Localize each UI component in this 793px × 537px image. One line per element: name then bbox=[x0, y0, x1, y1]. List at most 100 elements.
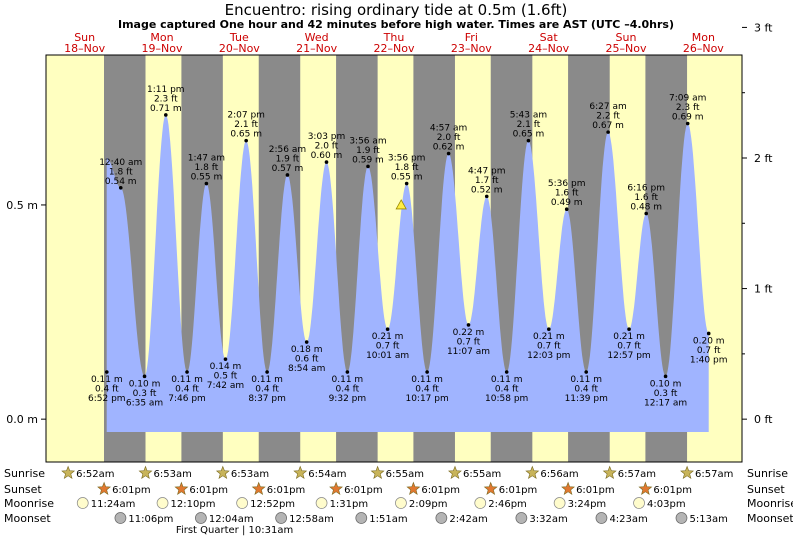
right-axis-tick-label: 2 ft bbox=[754, 152, 773, 165]
high-tide-dot bbox=[564, 207, 569, 212]
low-tide-dot bbox=[345, 370, 350, 374]
tide-extreme-label: 0.21 m bbox=[533, 332, 565, 342]
sunrise-icon bbox=[448, 465, 462, 479]
tide-extreme-label: 0.4 ft bbox=[574, 385, 598, 395]
sunrise-icon bbox=[602, 465, 617, 479]
high-tide-dot bbox=[285, 173, 290, 177]
tide-extreme-label: 0.11 m bbox=[411, 375, 443, 385]
tide-extreme-label: 0.7 ft bbox=[376, 342, 400, 352]
tide-extreme-label: 11:39 pm bbox=[565, 394, 608, 404]
tide-extreme-label: 0.21 m bbox=[372, 332, 404, 342]
tide-extreme-label: 1.9 ft bbox=[276, 154, 300, 164]
low-tide-dot bbox=[105, 370, 109, 374]
tide-extreme-label: 12:03 pm bbox=[527, 351, 570, 361]
day-label-dow: Fri bbox=[465, 31, 478, 44]
tide-extreme-label: 0.10 m bbox=[129, 379, 161, 389]
sunrise-icon bbox=[525, 465, 540, 479]
tide-extreme-label: 0.6 ft bbox=[295, 355, 319, 365]
left-axis-tick-label: 0.5 m bbox=[6, 199, 38, 212]
high-tide-dot bbox=[484, 194, 489, 199]
low-tide-dot bbox=[663, 374, 668, 379]
tide-extreme-label: 0.11 m bbox=[251, 375, 283, 385]
moonrise-icon bbox=[474, 497, 487, 509]
sunset-icon bbox=[561, 481, 575, 495]
moonrise-time: 12:10pm bbox=[171, 499, 216, 510]
tide-extreme-label: 0.4 ft bbox=[336, 385, 360, 395]
tide-area bbox=[106, 115, 709, 432]
low-tide-dot bbox=[223, 357, 228, 361]
moonset-icon bbox=[515, 512, 528, 524]
moonrise-time: 3:24pm bbox=[568, 499, 607, 510]
tide-extreme-label: 2.3 ft bbox=[676, 103, 700, 113]
high-tide-dot bbox=[606, 130, 610, 134]
high-tide-dot bbox=[446, 151, 451, 156]
moonrise-icon bbox=[236, 497, 248, 509]
tide-extreme-label: 0.57 m bbox=[272, 164, 304, 174]
sunrise-time: 6:53am bbox=[231, 469, 269, 480]
low-tide-dot bbox=[425, 370, 429, 374]
day-label-date: 19–Nov bbox=[142, 42, 183, 55]
tide-extreme-label: 3:56 pm bbox=[388, 154, 426, 164]
tide-extreme-label: 2.1 ft bbox=[234, 120, 258, 130]
low-tide-dot bbox=[265, 370, 269, 374]
tide-extreme-label: 12:17 am bbox=[644, 398, 687, 408]
sunset-icon bbox=[483, 481, 498, 495]
sunset-icon bbox=[406, 481, 421, 495]
moonrise-time: 4:03pm bbox=[647, 499, 686, 510]
tide-extreme-label: 1.6 ft bbox=[555, 189, 579, 199]
tide-extreme-label: 0.4 ft bbox=[495, 385, 519, 395]
sunrise-time: 6:54am bbox=[308, 469, 346, 480]
high-tide-dot bbox=[644, 211, 649, 216]
tide-extreme-label: 1.8 ft bbox=[395, 163, 419, 173]
sunset-time: 6:01pm bbox=[576, 485, 615, 496]
moonrise-time: 1:31pm bbox=[330, 499, 369, 510]
legend-left-label: Sunset bbox=[4, 483, 42, 496]
tide-extreme-label: 12:57 pm bbox=[607, 351, 650, 361]
moonset-time: 5:13am bbox=[689, 514, 727, 525]
tide-extreme-label: 0.3 ft bbox=[654, 389, 678, 399]
tide-curve bbox=[106, 115, 709, 432]
tide-extreme-label: 1.6 ft bbox=[634, 193, 658, 203]
sunset-time: 6:01pm bbox=[112, 485, 151, 496]
tide-extreme-label: 7:42 am bbox=[207, 381, 244, 391]
moonrise-icon bbox=[76, 497, 89, 509]
moonrise-icon bbox=[395, 497, 407, 509]
moon-phase-label: First Quarter | 10:31am bbox=[176, 525, 293, 536]
day-label-dow: Sun bbox=[74, 31, 95, 44]
day-label-dow: Thu bbox=[383, 31, 405, 44]
sunset-icon bbox=[638, 481, 653, 495]
day-label-date: 25–Nov bbox=[606, 42, 647, 55]
right-axis-tick-label: 3 ft bbox=[754, 21, 773, 34]
tide-extreme-label: 6:16 pm bbox=[627, 184, 665, 194]
moonrise-time: 11:24am bbox=[91, 499, 136, 510]
tide-extreme-label: 7:09 am bbox=[669, 94, 706, 104]
chart-title: Encuentro: rising ordinary tide at 0.5m … bbox=[225, 1, 568, 19]
tide-extreme-label: 8:54 am bbox=[288, 364, 325, 374]
sunrise-icon bbox=[138, 465, 153, 479]
sunset-icon bbox=[251, 481, 266, 495]
tide-extreme-label: 3:03 pm bbox=[308, 132, 346, 142]
sunset-icon bbox=[329, 481, 343, 495]
day-label-dow: Mon bbox=[692, 31, 715, 44]
high-tide-dot bbox=[404, 181, 409, 186]
tide-extreme-label: 0.10 m bbox=[650, 379, 682, 389]
sunset-time: 6:01pm bbox=[189, 485, 228, 496]
moonset-icon bbox=[595, 512, 608, 524]
tide-extreme-label: 0.14 m bbox=[210, 362, 242, 372]
high-tide-dot bbox=[204, 181, 209, 186]
tide-extreme-label: 0.22 m bbox=[453, 328, 485, 338]
day-labels: Sun18–NovMon19–NovTue20–NovWed21–NovThu2… bbox=[64, 31, 724, 55]
current-tide-marker bbox=[395, 199, 407, 210]
moonrise-time: 12:52pm bbox=[250, 499, 295, 510]
right-axis-tick-label: 0 ft bbox=[754, 413, 773, 426]
sunset-icon bbox=[97, 481, 111, 495]
daylight-band bbox=[46, 55, 104, 462]
high-tide-dot bbox=[118, 186, 123, 190]
tide-extreme-label: 6:35 am bbox=[126, 398, 163, 408]
tide-extreme-label: 0.55 m bbox=[391, 173, 423, 183]
low-tide-dot bbox=[185, 370, 189, 374]
tide-extreme-label: 2.1 ft bbox=[517, 120, 541, 130]
chart-subtitle: Image captured One hour and 42 minutes b… bbox=[118, 18, 674, 31]
tide-extreme-label: 0.55 m bbox=[191, 173, 223, 183]
moonrise-icon bbox=[156, 497, 169, 509]
